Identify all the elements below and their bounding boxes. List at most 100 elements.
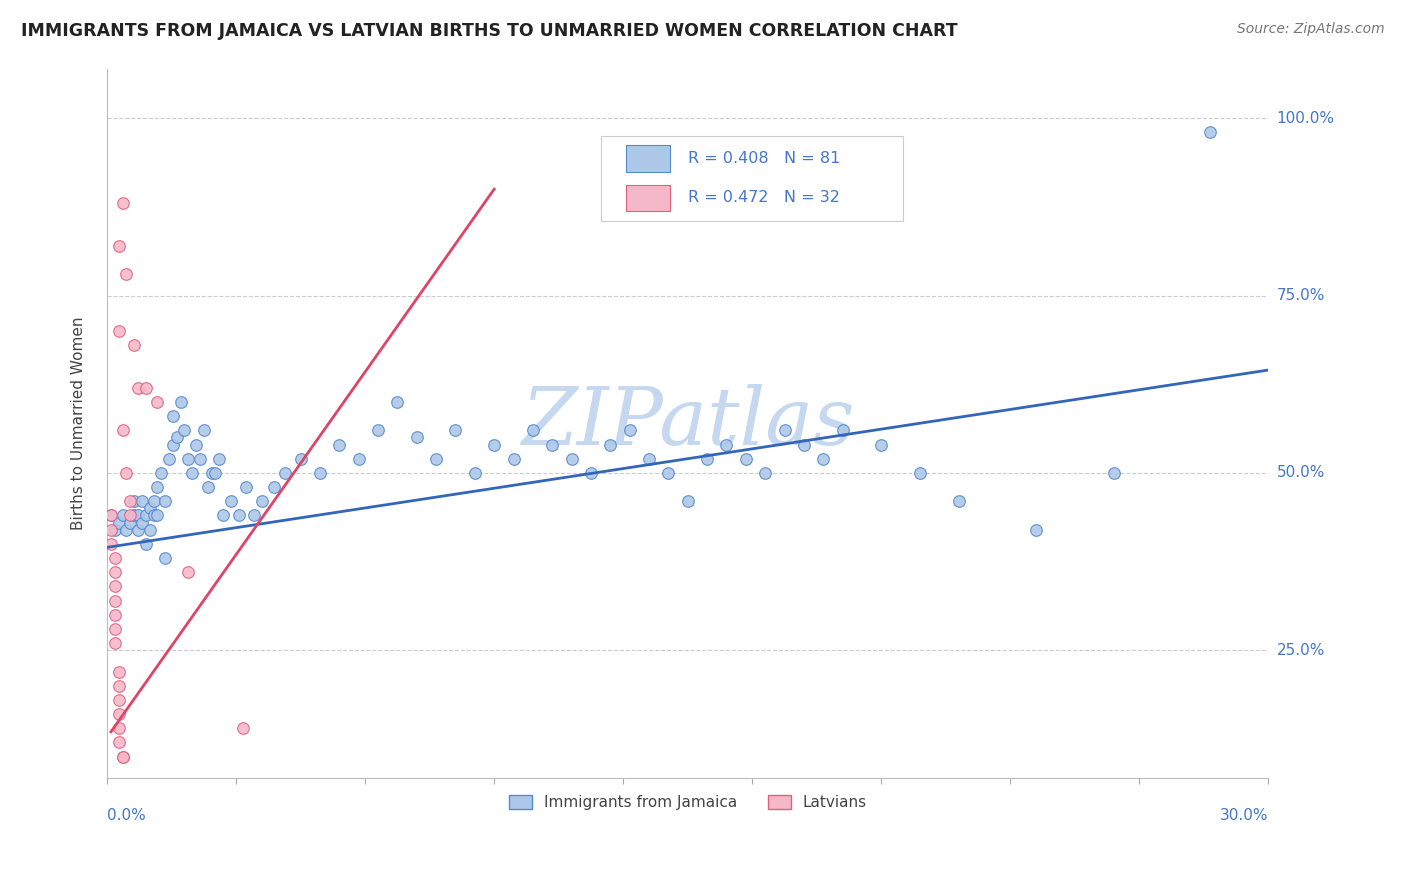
Point xyxy=(104,636,127,650)
Point xyxy=(107,665,129,679)
Point xyxy=(599,437,621,451)
Text: 100.0%: 100.0% xyxy=(1277,111,1334,126)
Point xyxy=(482,437,505,451)
Point xyxy=(696,451,718,466)
Point xyxy=(135,381,157,395)
Point xyxy=(138,501,160,516)
Point xyxy=(522,423,544,437)
Point xyxy=(579,466,602,480)
Point xyxy=(146,480,169,494)
Point xyxy=(773,423,796,437)
Point xyxy=(561,451,583,466)
Point xyxy=(131,494,153,508)
Point xyxy=(328,437,350,451)
Point xyxy=(734,451,756,466)
Point xyxy=(104,579,127,593)
Point xyxy=(111,508,134,523)
Point xyxy=(502,451,524,466)
Point xyxy=(120,494,142,508)
Point xyxy=(793,437,815,451)
Point xyxy=(657,466,679,480)
Point xyxy=(131,516,153,530)
Point xyxy=(309,466,332,480)
Point xyxy=(107,693,129,707)
Point xyxy=(100,508,122,523)
Point xyxy=(120,508,142,523)
Bar xyxy=(626,145,671,172)
FancyBboxPatch shape xyxy=(600,136,903,221)
Text: R = 0.408   N = 81: R = 0.408 N = 81 xyxy=(688,152,841,167)
Point xyxy=(111,423,134,437)
Text: 25.0%: 25.0% xyxy=(1277,643,1324,657)
Point xyxy=(908,466,931,480)
Point xyxy=(425,451,447,466)
Point xyxy=(146,508,169,523)
Text: Source: ZipAtlas.com: Source: ZipAtlas.com xyxy=(1237,22,1385,37)
Point xyxy=(831,423,853,437)
Point xyxy=(104,622,127,636)
Point xyxy=(100,508,122,523)
Point xyxy=(235,480,257,494)
Point xyxy=(1102,466,1125,480)
Point xyxy=(127,523,149,537)
Point xyxy=(184,437,207,451)
Point xyxy=(111,749,134,764)
Point xyxy=(181,466,204,480)
Point xyxy=(219,494,242,508)
Point xyxy=(716,437,738,451)
Point xyxy=(166,430,188,444)
Point xyxy=(204,466,226,480)
Text: R = 0.472   N = 32: R = 0.472 N = 32 xyxy=(688,191,839,205)
Point xyxy=(444,423,467,437)
Point xyxy=(405,430,427,444)
Point xyxy=(122,508,145,523)
Point xyxy=(127,508,149,523)
Point xyxy=(188,451,211,466)
Point xyxy=(157,451,180,466)
Point xyxy=(107,735,129,749)
Point xyxy=(107,516,129,530)
Point xyxy=(870,437,893,451)
Point xyxy=(263,480,285,494)
Point xyxy=(1025,523,1047,537)
Point xyxy=(228,508,250,523)
Point xyxy=(387,395,409,409)
Point xyxy=(107,239,129,253)
Point xyxy=(200,466,222,480)
Point xyxy=(754,466,776,480)
Point xyxy=(107,324,129,338)
Point xyxy=(104,607,127,622)
Point xyxy=(107,721,129,735)
Point xyxy=(162,437,184,451)
Point xyxy=(122,338,145,352)
Point xyxy=(111,196,134,211)
Point xyxy=(212,508,235,523)
Point xyxy=(208,451,231,466)
Point xyxy=(115,466,138,480)
Point xyxy=(173,423,195,437)
Point xyxy=(1199,125,1222,139)
Point xyxy=(177,451,200,466)
Point xyxy=(146,395,169,409)
Point xyxy=(243,508,266,523)
Point xyxy=(153,494,176,508)
Point xyxy=(142,508,165,523)
Point xyxy=(142,494,165,508)
Point xyxy=(676,494,699,508)
Text: 50.0%: 50.0% xyxy=(1277,466,1324,481)
Point xyxy=(153,551,176,566)
Point xyxy=(948,494,970,508)
Y-axis label: Births to Unmarried Women: Births to Unmarried Women xyxy=(72,317,86,530)
Point xyxy=(541,437,564,451)
Point xyxy=(111,749,134,764)
Point xyxy=(135,537,157,551)
Text: ZIPatlas: ZIPatlas xyxy=(522,384,855,462)
Point xyxy=(162,409,184,424)
Point xyxy=(232,721,254,735)
Point xyxy=(193,423,215,437)
Point xyxy=(122,494,145,508)
Text: 30.0%: 30.0% xyxy=(1220,808,1268,823)
Point xyxy=(813,451,835,466)
Point xyxy=(100,523,122,537)
Point xyxy=(104,565,127,579)
